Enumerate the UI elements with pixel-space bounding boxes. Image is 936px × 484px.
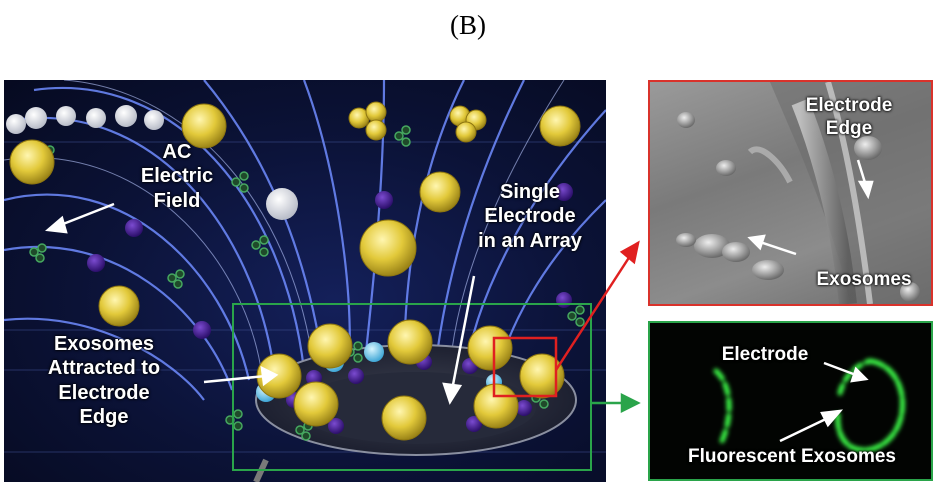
fluor-annotation-arrows — [779, 361, 869, 443]
sem-image-panel: Electrode Edge Exosomes — [648, 80, 933, 306]
sem-annotation-arrows — [747, 159, 874, 256]
fluorescence-rings — [713, 358, 905, 453]
fluorescence-image-panel: Electrode Fluorescent Exosomes — [648, 321, 933, 481]
fluorescent-exosomes-label: Fluorescent Exosomes — [687, 446, 897, 467]
annotation-arrows — [45, 202, 476, 405]
sem-texture — [676, 82, 931, 304]
electrode-edge-label: Electrode Edge — [805, 95, 893, 140]
ac-electric-field-label: AC Electric Field — [140, 141, 214, 212]
white-particles — [6, 105, 298, 220]
exosomes-attracted-label: Exosomes Attracted to Electrode Edge — [47, 333, 161, 429]
single-electrode-label: Single Electrode in an Array — [478, 181, 582, 252]
electric-field-illustration — [4, 80, 606, 482]
electrode-label: Electrode — [721, 344, 809, 365]
electrode-illustration-panel: AC Electric Field Single Electrode in an… — [4, 80, 606, 482]
figure-caption: (B) — [450, 10, 486, 40]
green-selection-box — [232, 303, 592, 471]
exosomes-label: Exosomes — [816, 269, 912, 290]
field-lines-glow — [4, 80, 565, 381]
